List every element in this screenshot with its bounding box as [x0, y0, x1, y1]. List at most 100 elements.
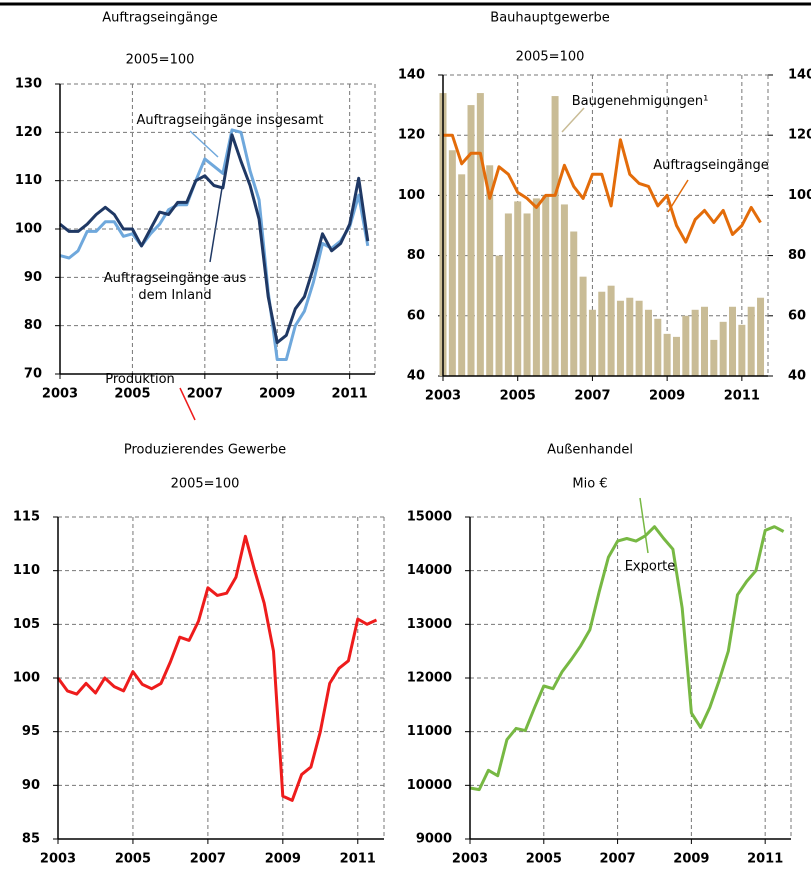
- y-tick-label: 13000: [407, 617, 452, 632]
- bar: [644, 309, 652, 376]
- leader-line: [209, 187, 223, 263]
- chart-title: Auftragseingänge: [102, 11, 217, 26]
- series-label: Exporte: [624, 559, 676, 574]
- bar: [747, 306, 755, 376]
- line-series: [56, 534, 378, 802]
- y-tick-label: 140: [398, 68, 425, 83]
- y2-tick-label: 100: [788, 188, 811, 203]
- series-label: Baugenehmigungen¹: [571, 94, 709, 109]
- y-tick-label: 70: [24, 367, 42, 382]
- bar: [616, 300, 624, 376]
- bar: [598, 291, 606, 376]
- x-tick-label: 2005: [500, 389, 536, 404]
- chart-subtitle: 2005=100: [171, 477, 240, 492]
- bar: [532, 198, 540, 376]
- y-tick-label: 60: [407, 308, 425, 323]
- line-series: [59, 128, 370, 361]
- x-tick-label: 2007: [574, 389, 610, 404]
- y-tick-label: 130: [15, 77, 42, 92]
- bar: [514, 201, 522, 376]
- chart-subtitle: 2005=100: [126, 53, 195, 68]
- y-tick-label: 95: [22, 724, 40, 739]
- bar: [486, 165, 494, 376]
- x-tick-label: 2007: [187, 387, 223, 402]
- x-tick-label: 2003: [452, 852, 488, 867]
- chart-title: Bauhauptgewerbe: [490, 11, 609, 26]
- x-tick-label: 2005: [526, 852, 562, 867]
- x-tick-label: 2009: [259, 387, 295, 402]
- y-tick-label: 12000: [407, 671, 452, 686]
- y-tick-label: 90: [22, 778, 40, 793]
- y-tick-label: 100: [398, 188, 425, 203]
- x-tick-label: 2011: [332, 387, 368, 402]
- x-tick-label: 2005: [114, 387, 150, 402]
- bar: [729, 306, 737, 376]
- x-tick-label: 2003: [42, 387, 78, 402]
- y-tick-label: 110: [13, 563, 40, 578]
- y-tick-label: 10000: [407, 778, 452, 793]
- leader-line: [639, 497, 649, 554]
- bar: [523, 213, 531, 376]
- chart-subtitle: 2005=100: [516, 50, 585, 65]
- y2-tick-label: 140: [788, 68, 811, 83]
- x-tick-label: 2007: [190, 852, 226, 867]
- x-tick-label: 2009: [649, 389, 685, 404]
- y-tick-label: 14000: [407, 563, 452, 578]
- bar: [757, 297, 765, 376]
- x-tick-label: 2007: [599, 852, 635, 867]
- bar: [579, 276, 587, 376]
- bar: [570, 231, 578, 376]
- bar: [588, 309, 596, 376]
- line-series: [469, 525, 785, 792]
- y2-tick-label: 60: [788, 308, 806, 323]
- bar: [691, 309, 699, 376]
- y-tick-label: 110: [15, 173, 42, 188]
- y2-tick-label: 120: [788, 128, 811, 143]
- bar: [626, 297, 634, 376]
- bar: [607, 285, 615, 376]
- y-tick-label: 105: [13, 617, 40, 632]
- y-tick-label: 115: [13, 510, 40, 525]
- bar: [467, 105, 475, 376]
- x-tick-label: 2009: [673, 852, 709, 867]
- line-series: [443, 133, 762, 244]
- bar: [458, 174, 466, 376]
- chart-title: Außenhandel: [547, 443, 633, 458]
- bar: [663, 333, 671, 376]
- series-label: Produktion: [105, 372, 175, 387]
- y-tick-label: 100: [13, 671, 40, 686]
- bar: [738, 324, 746, 376]
- series-label: Auftragseingänge: [653, 158, 769, 173]
- bar: [495, 255, 503, 376]
- leader-line: [561, 107, 585, 133]
- line-series: [59, 133, 370, 345]
- y-tick-label: 80: [407, 248, 425, 263]
- series-label: Auftragseingänge aus dem Inland: [103, 271, 247, 303]
- bar: [682, 315, 690, 376]
- y2-tick-label: 40: [788, 369, 806, 384]
- y-tick-label: 100: [15, 222, 42, 237]
- y-tick-label: 90: [24, 270, 42, 285]
- bar: [719, 321, 727, 376]
- bar: [654, 318, 662, 376]
- bar: [551, 96, 559, 376]
- x-tick-label: 2011: [747, 852, 783, 867]
- series-label: Auftragseingänge insgesamt: [136, 113, 324, 128]
- y-tick-label: 120: [15, 125, 42, 140]
- bar: [700, 306, 708, 376]
- x-tick-label: 2011: [724, 389, 760, 404]
- bar: [710, 339, 718, 376]
- bar: [476, 93, 484, 376]
- chart-subtitle: Mio €: [572, 477, 607, 492]
- y-tick-label: 11000: [407, 724, 452, 739]
- chart-title: Produzierendes Gewerbe: [124, 443, 286, 458]
- bar: [635, 300, 643, 376]
- bar: [448, 150, 456, 376]
- y-tick-label: 9000: [416, 832, 452, 847]
- bar: [542, 195, 550, 376]
- x-tick-label: 2005: [115, 852, 151, 867]
- x-tick-label: 2009: [265, 852, 301, 867]
- x-tick-label: 2003: [40, 852, 76, 867]
